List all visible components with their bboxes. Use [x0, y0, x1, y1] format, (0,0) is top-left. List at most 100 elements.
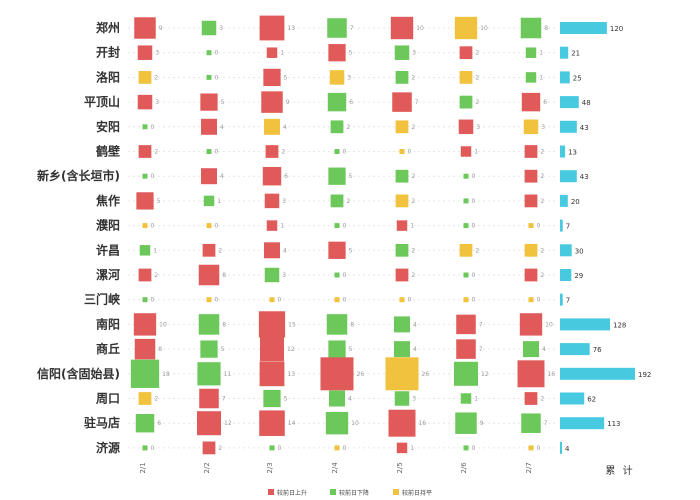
- total-value: 4: [565, 445, 570, 453]
- total-value: 7: [566, 223, 570, 231]
- cell-value: 4: [220, 173, 224, 180]
- total-bar: [560, 120, 577, 133]
- cell-square: [463, 445, 469, 451]
- cell-square: [459, 71, 473, 84]
- cell-value: 5: [349, 346, 353, 353]
- cell-value: 3: [155, 50, 159, 57]
- cell-value: 10: [159, 321, 167, 328]
- cell-square: [138, 392, 152, 405]
- total-bar: [560, 145, 566, 158]
- row-11: 漯河 2 8 3 0 2 0 2 29: [96, 264, 583, 286]
- cell-square: [138, 71, 152, 84]
- cell-square: [395, 268, 409, 282]
- cell-square: [266, 220, 278, 231]
- cell-value: 0: [151, 124, 155, 131]
- total-value: 48: [582, 99, 591, 107]
- cell-square: [330, 194, 344, 208]
- cell-square: [395, 194, 409, 208]
- cell-value: 1: [410, 445, 414, 452]
- cell-square: [198, 264, 220, 286]
- cell-square: [206, 223, 212, 229]
- total-bar: [560, 441, 562, 454]
- cell-value: 2: [154, 74, 158, 81]
- total-value: 25: [573, 74, 582, 82]
- cell-square: [327, 18, 347, 38]
- cell-square: [328, 340, 346, 358]
- cell-value: 4: [283, 124, 287, 131]
- cell-square: [266, 47, 278, 58]
- cell-square: [269, 445, 275, 451]
- cell-value: 6: [284, 173, 288, 180]
- cell-square: [388, 409, 416, 437]
- row-9: 濮阳 0 0 1 0 1 0 0 7: [96, 218, 570, 233]
- cell-value: 0: [472, 198, 476, 205]
- date-tick: 2/6: [460, 462, 468, 474]
- cell-value: 0: [151, 223, 155, 230]
- row-3: 洛阳 2 0 5 3 2 2 1 25: [96, 68, 582, 87]
- cell-value: 2: [540, 247, 544, 254]
- cell-square: [395, 169, 409, 183]
- cell-value: 3: [282, 198, 286, 205]
- total-value: 76: [593, 346, 602, 354]
- cell-square: [334, 272, 340, 278]
- total-value: 30: [575, 247, 584, 255]
- row-7: 新乡(含长垣市) 0 4 6 5 2 0 2 43: [37, 166, 589, 186]
- cell-square: [458, 119, 474, 135]
- cell-square: [327, 92, 347, 112]
- cell-value: 0: [215, 50, 219, 57]
- cell-square: [135, 413, 155, 433]
- cell-square: [206, 297, 212, 303]
- cell-value: 0: [215, 74, 219, 81]
- cell-square: [463, 173, 469, 179]
- total-value: 7: [566, 297, 570, 305]
- cell-value: 10: [416, 25, 424, 32]
- date-tick: 2/3: [266, 462, 274, 473]
- cell-value: 3: [282, 272, 286, 279]
- cell-value: 4: [413, 321, 417, 328]
- legend: 较前日上升 较前日下降 较前日持平: [268, 489, 432, 497]
- cell-value: 8: [222, 272, 226, 279]
- cell-square: [519, 313, 543, 336]
- cell-square: [326, 314, 348, 335]
- cell-square: [320, 357, 354, 391]
- cell-square: [463, 272, 469, 278]
- total-bar: [560, 318, 610, 331]
- total-value: 13: [568, 149, 577, 157]
- city-label: 三门峡: [84, 292, 120, 307]
- city-label: 许昌: [96, 242, 120, 257]
- cell-square: [528, 223, 534, 229]
- row-13: 南阳 10 8 15 8 4 7 10 128: [96, 311, 626, 338]
- row-2: 开封 3 0 1 5 3 2 1 21: [96, 44, 580, 62]
- legend-item: 较前日持平: [393, 489, 432, 497]
- date-axis: 2/1 2/2 2/3 2/4 2/5 2/6 2/7: [139, 462, 533, 474]
- cell-value: 3: [412, 50, 416, 57]
- cell-square: [334, 297, 340, 303]
- row-15: 信阳(含固始县) 18 11 13 26 26 12 16 192: [37, 357, 651, 391]
- cell-square: [453, 361, 479, 386]
- total-bar: [560, 96, 579, 109]
- cell-value: 26: [357, 371, 365, 378]
- total-value: 62: [587, 396, 596, 404]
- row-10: 许昌 1 2 4 5 2 2 2 30: [96, 241, 584, 259]
- cell-square: [456, 314, 476, 335]
- date-tick: 2/4: [331, 462, 339, 474]
- cell-square: [142, 223, 148, 229]
- cell-value: 2: [475, 99, 479, 106]
- legend-label: 较前日持平: [402, 489, 432, 497]
- total-bar: [560, 46, 569, 59]
- cell-square: [460, 393, 472, 404]
- cell-square: [206, 149, 212, 154]
- cell-square: [399, 149, 405, 154]
- cell-value: 12: [224, 420, 232, 427]
- city-label: 信阳(含固始县): [37, 366, 120, 381]
- cell-square: [259, 15, 285, 41]
- cell-square: [525, 47, 537, 58]
- row-16: 周口 2 7 5 4 3 1 2 62: [96, 388, 596, 409]
- city-label: 开封: [96, 45, 120, 60]
- total-bar: [560, 71, 570, 84]
- date-tick: 2/2: [203, 462, 211, 473]
- legend-swatch: [268, 489, 274, 495]
- city-label: 鹤壁: [96, 144, 120, 159]
- cell-value: 0: [343, 223, 347, 230]
